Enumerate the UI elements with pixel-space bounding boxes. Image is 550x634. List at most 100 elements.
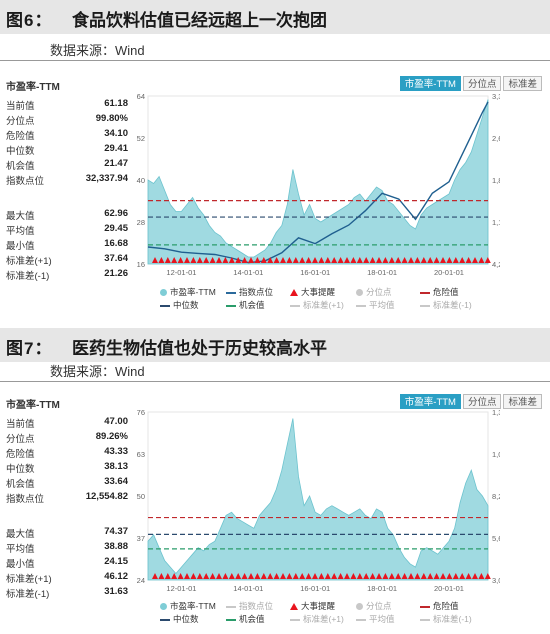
event-marker[interactable] — [465, 257, 472, 263]
event-marker[interactable] — [472, 573, 478, 579]
event-marker[interactable] — [433, 573, 440, 579]
event-marker[interactable] — [286, 257, 293, 263]
event-marker[interactable] — [216, 257, 222, 263]
event-marker[interactable] — [312, 257, 318, 263]
event-marker[interactable] — [164, 573, 171, 579]
event-marker[interactable] — [235, 257, 242, 263]
event-marker[interactable] — [369, 573, 376, 579]
event-marker[interactable] — [369, 257, 376, 263]
event-marker[interactable] — [158, 573, 165, 579]
event-marker[interactable] — [196, 573, 203, 579]
event-marker[interactable] — [363, 573, 370, 579]
event-marker[interactable] — [318, 573, 325, 579]
event-marker[interactable] — [356, 573, 363, 579]
fig7-tab-stddev[interactable]: 标准差 — [503, 394, 542, 409]
event-marker[interactable] — [484, 573, 491, 579]
event-marker[interactable] — [267, 573, 274, 579]
event-marker[interactable] — [273, 573, 280, 579]
legend-item[interactable]: 指数点位 — [226, 286, 273, 298]
event-marker[interactable] — [248, 257, 254, 263]
legend-item[interactable]: 市盈率-TTM — [160, 600, 216, 612]
legend-item[interactable]: 平均值 — [356, 299, 395, 311]
event-marker[interactable] — [273, 257, 280, 263]
event-marker[interactable] — [376, 257, 382, 263]
event-marker[interactable] — [331, 573, 338, 579]
event-marker[interactable] — [427, 257, 434, 263]
event-marker[interactable] — [305, 257, 312, 263]
event-marker[interactable] — [158, 257, 165, 263]
event-marker[interactable] — [190, 257, 197, 263]
event-marker[interactable] — [401, 573, 408, 579]
fig7-tab-pe[interactable]: 市盈率-TTM — [399, 394, 461, 409]
legend-item[interactable]: 大事提醒 — [290, 286, 335, 298]
event-marker[interactable] — [222, 257, 229, 263]
event-marker[interactable] — [408, 573, 414, 579]
event-marker[interactable] — [209, 257, 216, 263]
legend-item[interactable]: 机会值 — [226, 299, 265, 311]
event-marker[interactable] — [478, 257, 485, 263]
legend-item[interactable]: 标准差(+1) — [290, 613, 344, 625]
event-marker[interactable] — [433, 257, 440, 263]
event-marker[interactable] — [459, 257, 466, 263]
event-marker[interactable] — [177, 573, 184, 579]
event-marker[interactable] — [254, 257, 261, 263]
event-marker[interactable] — [350, 257, 357, 263]
event-marker[interactable] — [235, 573, 242, 579]
event-marker[interactable] — [222, 573, 229, 579]
event-marker[interactable] — [152, 573, 158, 579]
event-marker[interactable] — [280, 257, 286, 263]
event-marker[interactable] — [228, 257, 235, 263]
event-marker[interactable] — [459, 573, 466, 579]
event-marker[interactable] — [190, 573, 197, 579]
legend-item[interactable]: 机会值 — [226, 613, 265, 625]
event-marker[interactable] — [452, 257, 459, 263]
event-marker[interactable] — [184, 257, 190, 263]
fig6-tab-stddev[interactable]: 标准差 — [503, 76, 542, 91]
event-marker[interactable] — [440, 257, 446, 263]
event-marker[interactable] — [337, 257, 344, 263]
fig6-tab-pe[interactable]: 市盈率-TTM — [399, 76, 461, 91]
legend-item[interactable]: 指数点位 — [226, 600, 273, 612]
event-marker[interactable] — [267, 257, 274, 263]
event-marker[interactable] — [228, 573, 235, 579]
event-marker[interactable] — [382, 257, 389, 263]
event-marker[interactable] — [388, 257, 395, 263]
event-marker[interactable] — [171, 573, 178, 579]
event-marker[interactable] — [420, 573, 427, 579]
event-marker[interactable] — [241, 257, 248, 263]
event-marker[interactable] — [292, 573, 299, 579]
event-marker[interactable] — [414, 573, 421, 579]
event-marker[interactable] — [376, 573, 382, 579]
event-marker[interactable] — [420, 257, 427, 263]
legend-item[interactable]: 分位点 — [356, 600, 392, 612]
legend-item[interactable]: 分位点 — [356, 286, 392, 298]
event-marker[interactable] — [401, 257, 408, 263]
legend-item[interactable]: 危险值 — [420, 286, 459, 298]
event-marker[interactable] — [280, 573, 286, 579]
event-marker[interactable] — [209, 573, 216, 579]
event-marker[interactable] — [465, 573, 472, 579]
event-marker[interactable] — [171, 257, 178, 263]
event-marker[interactable] — [260, 257, 267, 263]
legend-item[interactable]: 危险值 — [420, 600, 459, 612]
legend-item[interactable]: 中位数 — [160, 299, 199, 311]
fig6-tab-percentile[interactable]: 分位点 — [462, 76, 502, 91]
legend-item[interactable]: 中位数 — [160, 613, 199, 625]
event-marker[interactable] — [305, 573, 312, 579]
event-marker[interactable] — [472, 257, 478, 263]
legend-item[interactable]: 标准差(-1) — [420, 613, 472, 625]
event-marker[interactable] — [203, 573, 210, 579]
event-marker[interactable] — [184, 573, 190, 579]
event-marker[interactable] — [446, 573, 453, 579]
event-marker[interactable] — [324, 257, 331, 263]
event-marker[interactable] — [363, 257, 370, 263]
event-marker[interactable] — [241, 573, 248, 579]
event-marker[interactable] — [203, 257, 210, 263]
event-marker[interactable] — [356, 257, 363, 263]
event-marker[interactable] — [478, 573, 485, 579]
event-marker[interactable] — [318, 257, 325, 263]
legend-item[interactable]: 大事提醒 — [290, 600, 335, 612]
legend-item[interactable]: 市盈率-TTM — [160, 286, 216, 298]
event-marker[interactable] — [388, 573, 395, 579]
event-marker[interactable] — [408, 257, 414, 263]
